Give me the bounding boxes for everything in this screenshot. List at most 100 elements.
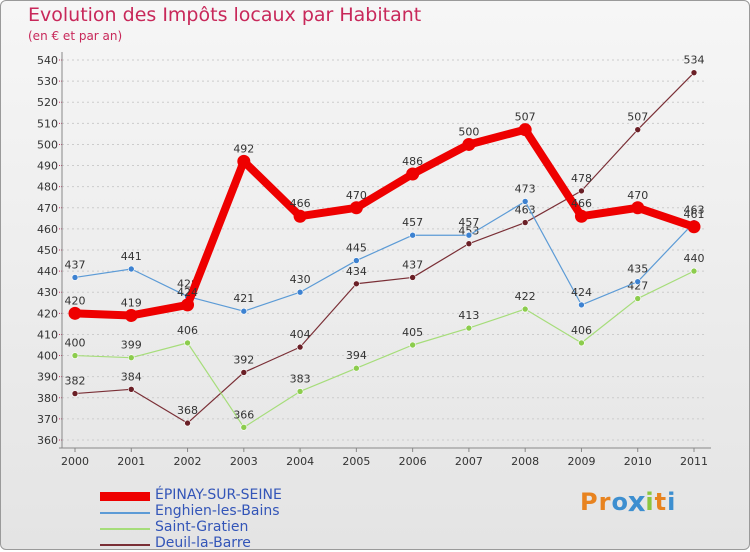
- legend-swatch: [100, 492, 150, 501]
- data-point: [240, 424, 248, 431]
- data-point: [578, 339, 585, 347]
- legend-label: ÉPINAY-SUR-SEINE: [155, 487, 282, 503]
- legend-label: Saint-Gratien: [155, 519, 249, 535]
- y-tick-label: 440: [37, 265, 58, 278]
- logo-letter: i: [667, 488, 677, 516]
- chart-subtitle: (en € et par an): [28, 29, 123, 43]
- data-point: [462, 137, 476, 151]
- x-tick-label: 2010: [624, 455, 652, 468]
- data-point: [353, 257, 360, 264]
- data-point: [237, 154, 251, 168]
- data-point: [578, 187, 585, 195]
- y-tick-label: 540: [37, 54, 58, 67]
- logo-letter: o: [611, 488, 629, 516]
- data-point: [406, 167, 420, 181]
- data-point: [578, 301, 585, 309]
- x-tick-label: 2011: [680, 455, 708, 468]
- data-label: 383: [290, 372, 311, 385]
- x-tick-label: 2007: [455, 455, 483, 468]
- data-label: 400: [65, 337, 86, 350]
- y-tick-label: 490: [37, 160, 58, 173]
- data-label: 392: [233, 353, 254, 366]
- y-tick-label: 500: [37, 138, 58, 151]
- data-point: [574, 209, 588, 223]
- data-label: 394: [346, 349, 367, 362]
- data-point: [71, 352, 79, 359]
- logo-letter: x: [627, 485, 647, 519]
- logo-letter: P: [580, 488, 599, 516]
- data-label: 421: [233, 292, 254, 305]
- data-label: 382: [65, 375, 86, 388]
- data-label: 473: [515, 182, 536, 195]
- x-tick-label: 2002: [174, 455, 202, 468]
- data-point: [634, 295, 642, 302]
- legend-swatch: [100, 512, 150, 514]
- y-tick-label: 530: [37, 75, 58, 88]
- data-point: [521, 305, 529, 313]
- data-point: [409, 274, 416, 281]
- x-tick-label: 2000: [61, 455, 89, 468]
- data-point: [409, 341, 416, 349]
- data-point: [409, 231, 416, 239]
- data-point: [465, 240, 473, 247]
- y-tick-label: 520: [37, 96, 58, 109]
- data-point: [690, 69, 698, 76]
- data-point: [521, 198, 529, 205]
- data-label: 404: [290, 328, 311, 341]
- data-point: [184, 339, 191, 347]
- data-point: [296, 343, 304, 351]
- data-point: [634, 278, 642, 285]
- data-label: 413: [458, 309, 479, 322]
- data-label: 419: [121, 296, 142, 309]
- logo-letter: i: [645, 488, 655, 516]
- data-label: 430: [290, 273, 311, 286]
- data-point: [127, 265, 135, 273]
- data-point: [296, 388, 304, 395]
- data-label: 457: [458, 216, 479, 229]
- x-tick-label: 2003: [230, 455, 258, 468]
- data-point: [127, 354, 135, 361]
- y-tick-label: 510: [37, 117, 58, 130]
- legend-label: Enghien-les-Bains: [155, 503, 280, 519]
- data-label: 534: [684, 54, 705, 67]
- data-label: 434: [346, 265, 367, 278]
- data-label: 470: [627, 189, 648, 202]
- y-tick-label: 360: [37, 434, 58, 447]
- data-point: [634, 126, 642, 133]
- y-tick-label: 420: [37, 307, 58, 320]
- legend-swatch: [100, 544, 150, 546]
- y-tick-label: 430: [37, 286, 58, 299]
- data-point: [71, 390, 79, 397]
- y-tick-label: 480: [37, 181, 58, 194]
- data-label: 435: [627, 263, 648, 276]
- data-point: [518, 123, 532, 137]
- data-point: [690, 267, 698, 275]
- legend-item: Deuil-la-Barre: [100, 535, 360, 552]
- x-tick-label: 2009: [567, 455, 595, 468]
- data-label: 437: [402, 258, 423, 271]
- data-label: 440: [684, 252, 705, 265]
- data-point: [631, 201, 645, 215]
- data-label: 405: [402, 326, 423, 339]
- logo-letter: r: [598, 488, 612, 516]
- data-label: 422: [515, 290, 536, 303]
- data-label: 466: [571, 197, 592, 210]
- data-label: 406: [571, 324, 592, 337]
- data-point: [181, 298, 195, 312]
- data-point: [296, 288, 304, 296]
- data-label: 420: [65, 294, 86, 307]
- data-point: [353, 280, 360, 288]
- data-label: 424: [177, 286, 198, 299]
- y-tick-label: 370: [37, 413, 58, 426]
- data-point: [184, 419, 191, 427]
- data-label: 366: [233, 408, 254, 421]
- x-tick-label: 2006: [399, 455, 427, 468]
- data-point: [71, 274, 79, 281]
- series-line: [71, 125, 698, 320]
- y-tick-label: 470: [37, 202, 58, 215]
- data-label: 445: [346, 242, 367, 255]
- data-point: [68, 306, 82, 320]
- x-tick-label: 2005: [342, 455, 370, 468]
- data-label: 437: [65, 258, 86, 271]
